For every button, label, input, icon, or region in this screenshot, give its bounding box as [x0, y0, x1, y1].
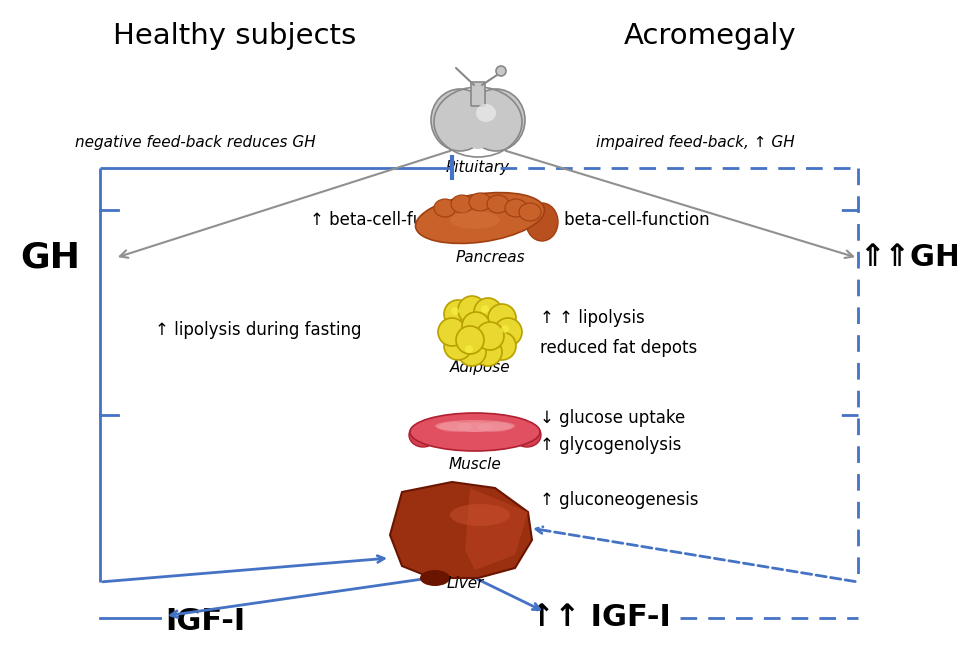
Text: ↓ glucose uptake: ↓ glucose uptake	[540, 409, 685, 427]
Circle shape	[456, 326, 484, 354]
Ellipse shape	[450, 504, 510, 526]
Text: ↑ glycogenolysis: ↑ glycogenolysis	[540, 436, 681, 454]
Ellipse shape	[434, 199, 456, 217]
Text: ↓ beta-cell-function: ↓ beta-cell-function	[545, 211, 710, 229]
Ellipse shape	[505, 199, 527, 217]
Text: reduced fat depots: reduced fat depots	[540, 339, 698, 357]
Circle shape	[438, 318, 466, 346]
Ellipse shape	[435, 420, 515, 432]
Circle shape	[444, 332, 472, 360]
Circle shape	[488, 304, 516, 332]
Text: impaired feed-back, ↑ GH: impaired feed-back, ↑ GH	[595, 134, 794, 149]
FancyBboxPatch shape	[471, 82, 485, 106]
Text: Pancreas: Pancreas	[456, 250, 524, 265]
Circle shape	[465, 345, 473, 353]
Ellipse shape	[431, 89, 489, 151]
Text: Liver: Liver	[446, 576, 483, 591]
Text: negative feed-back reduces GH: negative feed-back reduces GH	[75, 134, 316, 149]
Circle shape	[474, 298, 502, 326]
Polygon shape	[390, 482, 532, 578]
Text: Adipose: Adipose	[450, 360, 510, 375]
Ellipse shape	[409, 423, 437, 447]
Circle shape	[481, 305, 489, 313]
Circle shape	[496, 66, 506, 76]
Circle shape	[458, 338, 486, 366]
Circle shape	[501, 325, 509, 333]
Polygon shape	[465, 488, 528, 570]
Text: ↑ gluconeogenesis: ↑ gluconeogenesis	[540, 491, 699, 509]
Circle shape	[476, 322, 504, 350]
Ellipse shape	[467, 89, 525, 151]
Ellipse shape	[420, 570, 450, 586]
Text: GH: GH	[20, 241, 80, 275]
Ellipse shape	[476, 104, 496, 122]
Circle shape	[494, 318, 522, 346]
Text: ↑ beta-cell-function: ↑ beta-cell-function	[310, 211, 475, 229]
Ellipse shape	[478, 422, 513, 432]
Circle shape	[444, 300, 472, 328]
Ellipse shape	[487, 195, 509, 213]
Text: Acromegaly: Acromegaly	[624, 22, 796, 50]
Circle shape	[474, 338, 502, 366]
Ellipse shape	[459, 91, 497, 149]
Ellipse shape	[451, 195, 473, 213]
Circle shape	[458, 296, 486, 324]
Ellipse shape	[437, 422, 473, 432]
Text: ↑↑ IGF-I: ↑↑ IGF-I	[529, 604, 671, 632]
Text: ↑ lipolysis during fasting: ↑ lipolysis during fasting	[155, 321, 362, 339]
Circle shape	[451, 307, 459, 315]
Ellipse shape	[450, 211, 500, 229]
Text: Healthy subjects: Healthy subjects	[113, 22, 357, 50]
Circle shape	[462, 312, 490, 340]
Circle shape	[488, 332, 516, 360]
Ellipse shape	[519, 203, 541, 221]
Text: ⇑⇑GH: ⇑⇑GH	[859, 243, 957, 273]
Text: Pituitary: Pituitary	[446, 160, 510, 175]
Ellipse shape	[513, 423, 541, 447]
Ellipse shape	[457, 422, 493, 432]
Ellipse shape	[526, 203, 558, 241]
Text: Muscle: Muscle	[449, 457, 501, 472]
Ellipse shape	[469, 193, 491, 211]
Ellipse shape	[410, 413, 540, 451]
Text: IGF-I: IGF-I	[165, 608, 245, 636]
Ellipse shape	[415, 192, 545, 243]
Text: ↑ ↑ lipolysis: ↑ ↑ lipolysis	[540, 309, 645, 327]
